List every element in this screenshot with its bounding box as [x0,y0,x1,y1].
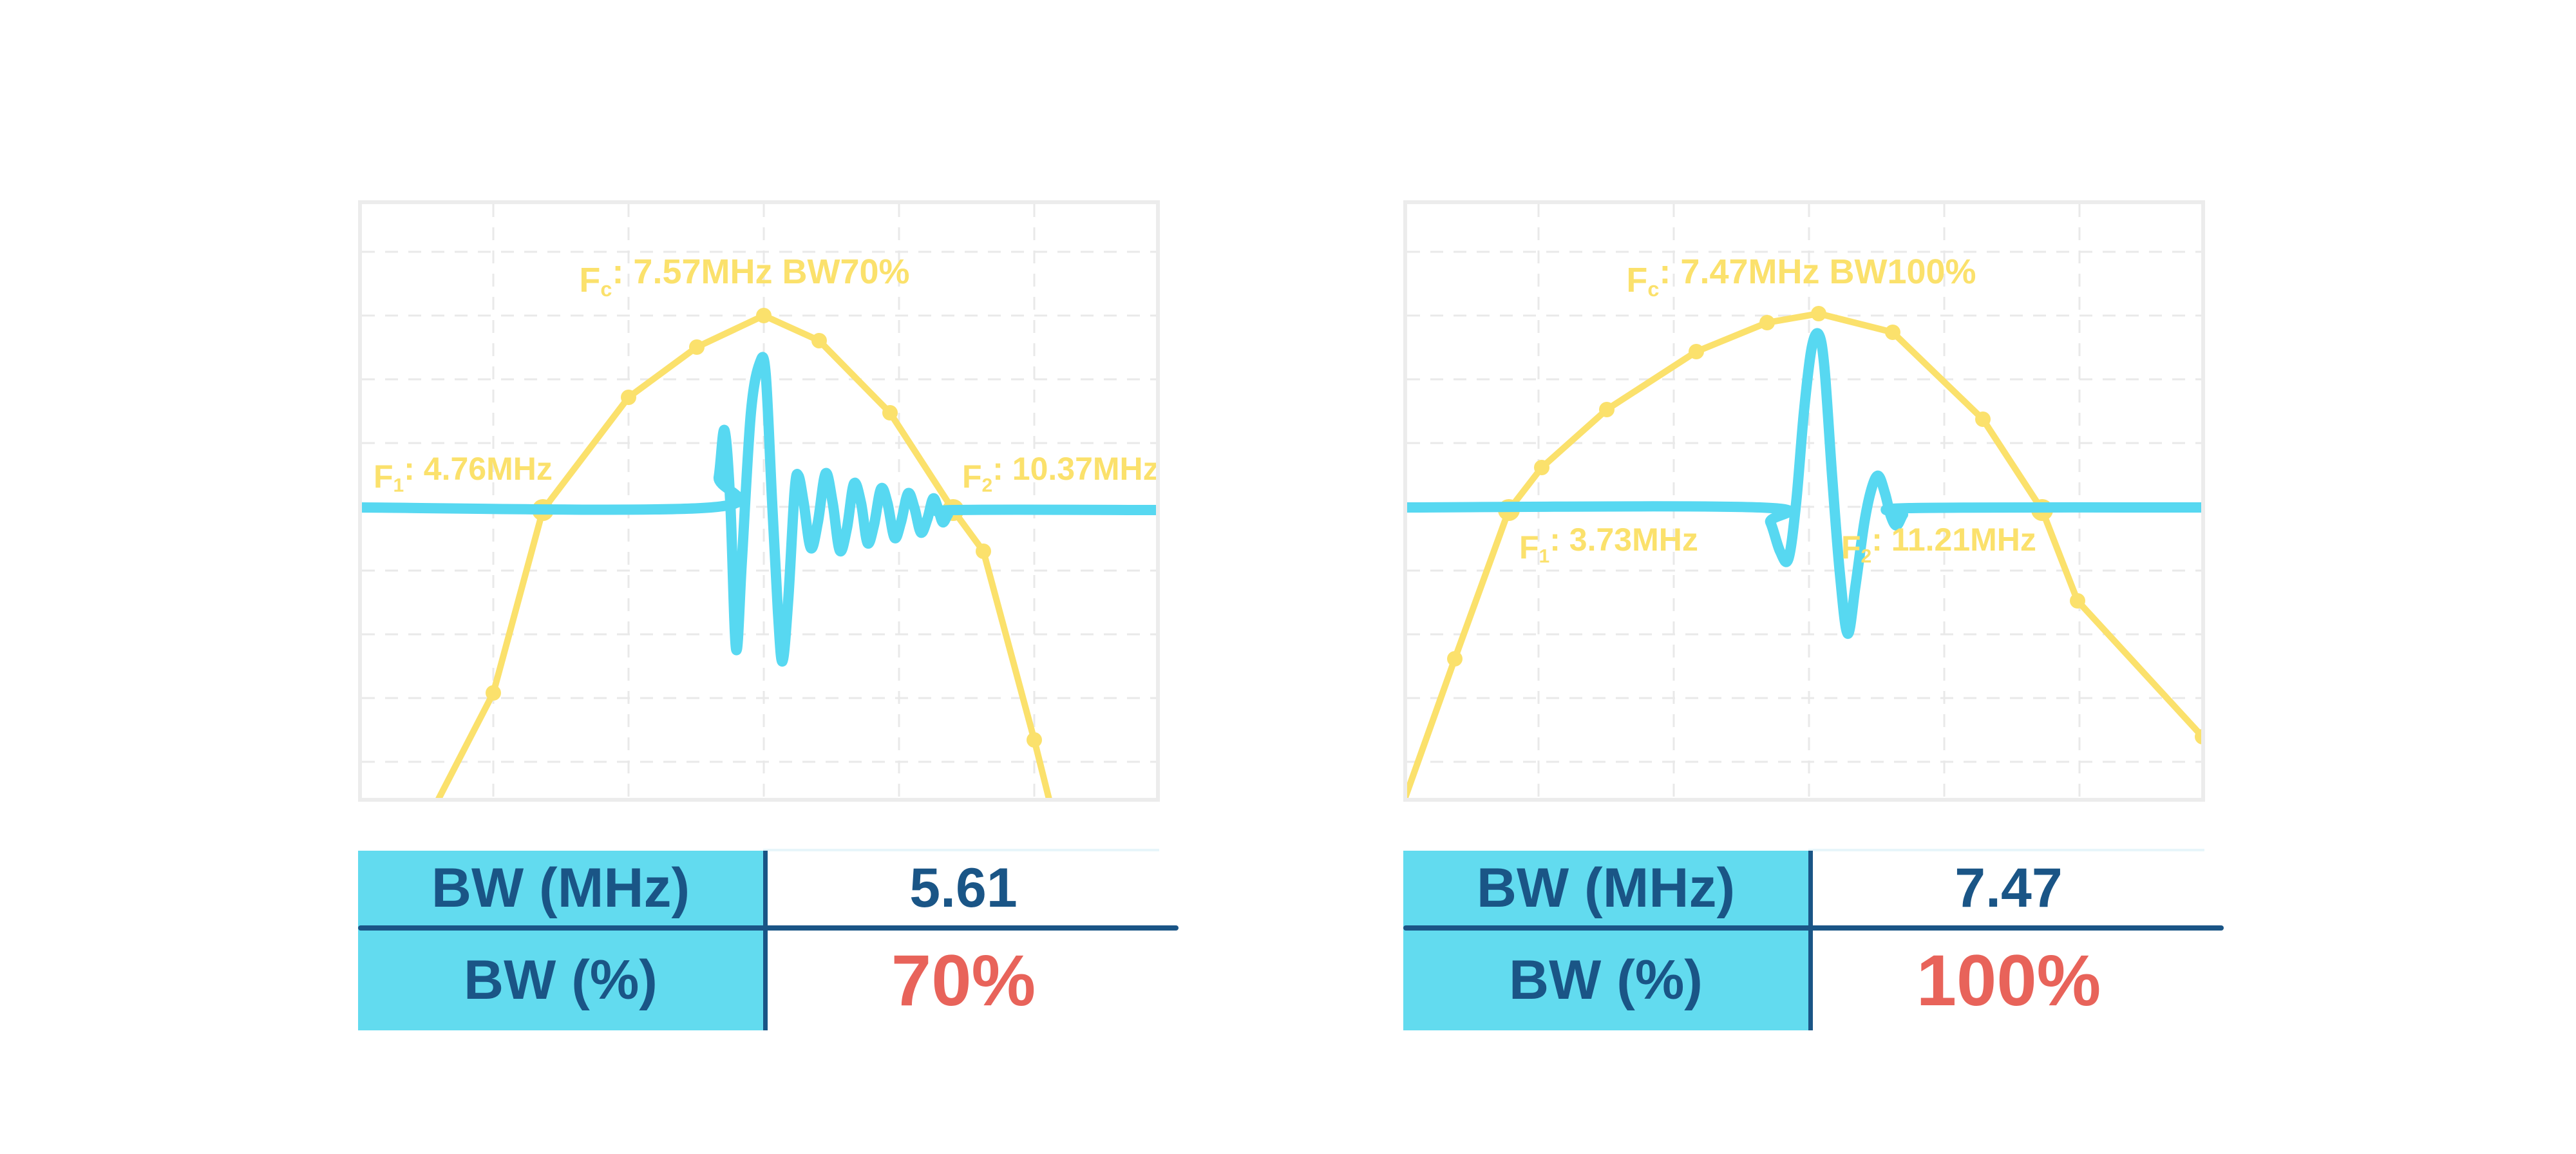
freq-label: F2: 11.21MHz [1841,522,2036,567]
data-point-marker [1811,306,1826,321]
data-point-marker [689,339,705,355]
table-top-rule [1808,849,2204,851]
data-point-marker [1447,651,1463,667]
data-point-marker [2070,593,2085,609]
chart-border [1403,200,2205,802]
chart-title: Fc: 7.57MHz BW70% [579,252,909,301]
data-point-marker [1975,411,1991,427]
spectrum-line [433,312,1054,802]
data-point-marker [1027,732,1042,748]
bw-percent-label: BW (%) [464,949,658,1011]
table-horizontal-divider [1403,925,2224,931]
bw-mhz-label: BW (MHz) [431,856,690,919]
bw-table-right: BW (MHz) 7.47 BW (%) 100% [1403,849,2224,1030]
chart-border [358,200,1160,802]
chart-bg [1403,200,2205,802]
data-point-marker [1599,402,1615,417]
table-vertical-divider [763,851,768,1030]
pulse-waveform [358,352,1160,667]
table-horizontal-divider [358,925,1179,931]
data-point-marker [811,333,827,348]
data-point-marker [1759,315,1775,330]
freq-label: F2: 10.37MHz [962,451,1159,497]
chart-canvas: Fc: 7.57MHz BW70% F1: 4.76MHz F2: 10.37MHz [358,200,1160,802]
bw-percent-label: BW (%) [1509,949,1703,1011]
grid [362,204,1156,798]
bw-mhz-value: 5.61 [909,856,1018,919]
bw-mhz-label: BW (MHz) [1476,856,1736,919]
bw-mhz-value: 7.47 [1955,856,2063,919]
bw-percent-value: 70% [891,940,1036,1021]
chart-title: Fc: 7.47MHz BW100% [1626,252,1976,301]
data-point-marker [976,544,991,559]
spectrum-chart-bw100: Fc: 7.47MHz BW100% F1: 3.73MHz F2: 11.21MH… [1403,200,2205,802]
data-point-marker [621,390,636,405]
bw-percent-value: 100% [1916,940,2101,1021]
data-point-marker [1885,325,1900,340]
data-point-marker [756,308,772,323]
spectrum-chart-bw70: Fc: 7.57MHz BW70% F1: 4.76MHz F2: 10.37MHz [358,200,1160,802]
chart-canvas: Fc: 7.47MHz BW100% F1: 3.73MHz F2: 11.21MH… [1403,200,2205,802]
freq-label: F1: 3.73MHz [1519,522,1698,567]
table-vertical-divider [1808,851,1813,1030]
data-point-marker [882,405,898,421]
table-label-column [358,851,763,1030]
freq-label: F1: 4.76MHz [374,451,553,497]
data-point-marker [1534,460,1549,475]
data-point-marker [1689,344,1704,359]
table-top-rule [763,849,1159,851]
table-label-column [1403,851,1808,1030]
data-point-marker [486,685,501,701]
pulse-waveform [1403,328,2205,639]
bw-table-left: BW (MHz) 5.61 BW (%) 70% [358,849,1179,1030]
